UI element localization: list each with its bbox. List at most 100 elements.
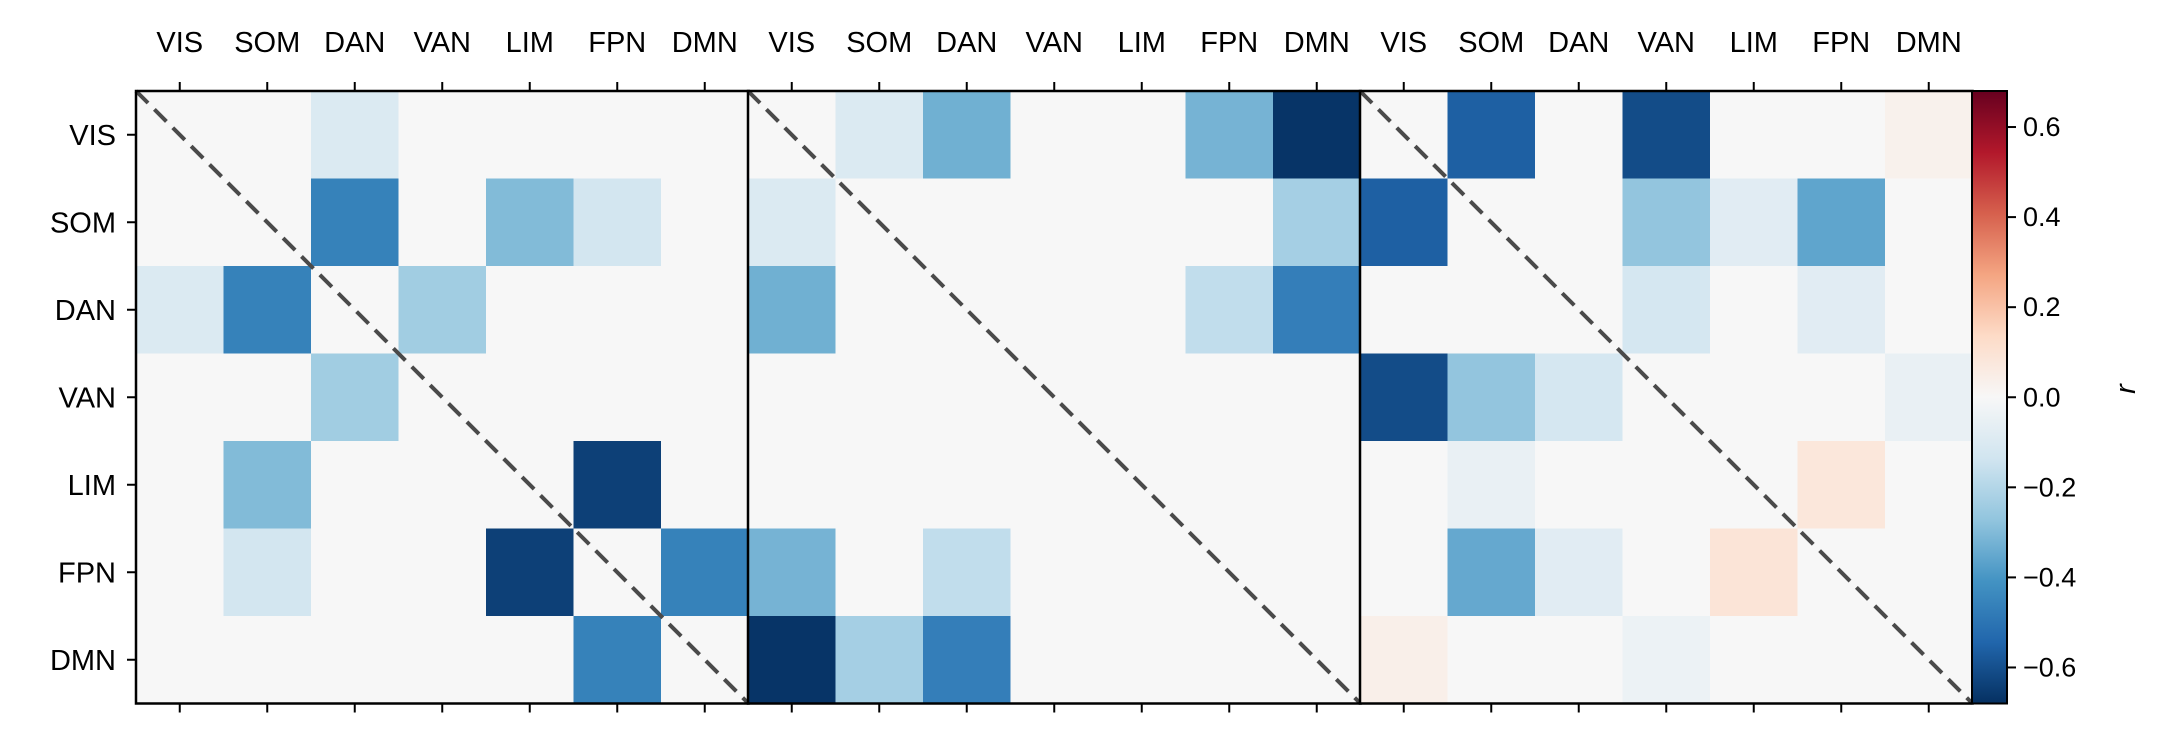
heatmap-cell (835, 616, 924, 705)
heatmap-cell (1797, 178, 1886, 267)
colorbar-tick-label: 0.0 (2023, 382, 2061, 412)
heatmap-cell (136, 178, 225, 267)
heatmap-cell (835, 353, 924, 442)
heatmap-cell (1710, 91, 1799, 180)
heatmap-cell (398, 616, 487, 705)
x-tick-label: VIS (768, 27, 815, 59)
heatmap-cell (1622, 528, 1711, 617)
heatmap-cell (1098, 91, 1187, 180)
heatmap-cell (1273, 91, 1362, 180)
heatmap-cell (1447, 528, 1536, 617)
heatmap-cell (311, 616, 400, 705)
heatmap-cell (1010, 91, 1099, 180)
colorbar-tick-label: 0.2 (2023, 292, 2061, 322)
heatmap-cell (1710, 178, 1799, 267)
heatmap-cell (923, 616, 1012, 705)
heatmap-cell (398, 178, 487, 267)
heatmap-cell (1010, 178, 1099, 267)
heatmap-cell (1447, 266, 1536, 355)
heatmap-cell (923, 91, 1012, 180)
heatmap-cell (311, 528, 400, 617)
heatmap-cell (1710, 353, 1799, 442)
heatmap-cell (1360, 266, 1449, 355)
heatmap-cell (1622, 91, 1711, 180)
heatmap-cell (1885, 441, 1974, 530)
heatmap-cell (223, 353, 312, 442)
heatmap-cell (1447, 616, 1536, 705)
heatmap-panel-3: VIS SOM DAN VAN LIM FPN DMN (1358, 27, 1974, 713)
heatmap-cell (1885, 266, 1974, 355)
heatmap-cell (748, 616, 837, 705)
heatmap-cell (1185, 441, 1274, 530)
heatmap-cell (923, 441, 1012, 530)
heatmap-cell (1273, 178, 1362, 267)
heatmap-panels: VIS SOM DAN VAN LIM FPN DMN VIS SOM DAN VAN LIM FPN D… (50, 27, 1974, 713)
heatmap-cell (398, 266, 487, 355)
y-tick-label: LIM (68, 470, 116, 502)
heatmap-cell (1885, 91, 1974, 180)
heatmap-cell (1447, 441, 1536, 530)
heatmap-cell (1010, 266, 1099, 355)
x-tick-label: LIM (506, 27, 554, 59)
heatmap-cell (1885, 353, 1974, 442)
heatmap-cell (398, 441, 487, 530)
x-tick-label: SOM (846, 27, 912, 59)
heatmap-cell (1535, 178, 1624, 267)
heatmap-cell (923, 178, 1012, 267)
heatmap-cell (573, 441, 662, 530)
heatmap-cell (136, 266, 225, 355)
heatmap-cell (1535, 616, 1624, 705)
heatmap-cell (1185, 266, 1274, 355)
x-tick-label: VAN (1026, 27, 1083, 59)
heatmap-cell (923, 353, 1012, 442)
heatmap-cell (486, 91, 575, 180)
x-tick-label: FPN (1812, 27, 1870, 59)
heatmap-cell (1797, 353, 1886, 442)
x-tick-label: VAN (1638, 27, 1695, 59)
colorbar-tick-label: 0.6 (2023, 112, 2061, 142)
x-tick-label: FPN (1200, 27, 1258, 59)
heatmap-cell (1622, 266, 1711, 355)
heatmap-cell (1885, 528, 1974, 617)
heatmap-cell (311, 441, 400, 530)
heatmap-cell (661, 353, 750, 442)
heatmap-cell (573, 616, 662, 705)
heatmap-cell (1098, 266, 1187, 355)
heatmap-cell (486, 266, 575, 355)
y-tick-label: DAN (55, 295, 116, 327)
y-tick-label: VIS (69, 120, 116, 152)
heatmap-cell (1360, 441, 1449, 530)
heatmap-cell (1360, 353, 1449, 442)
heatmap-cell (1185, 616, 1274, 705)
heatmap-cell (661, 528, 750, 617)
heatmap-cell (1185, 178, 1274, 267)
heatmap-cell (223, 528, 312, 617)
heatmap-cell (486, 528, 575, 617)
diagonal-line (1358, 89, 1974, 705)
heatmap-cell (1010, 441, 1099, 530)
y-tick-label: FPN (58, 557, 116, 589)
heatmap-cell (1185, 353, 1274, 442)
heatmap-cell (1447, 91, 1536, 180)
heatmap-cell (661, 266, 750, 355)
heatmap-cell (1098, 528, 1187, 617)
x-tick-label: DMN (1896, 27, 1962, 59)
heatmap-cell (223, 91, 312, 180)
heatmap-cell (1622, 178, 1711, 267)
heatmap-cell (1010, 528, 1099, 617)
heatmap-cell (661, 178, 750, 267)
heatmap-cell (1098, 353, 1187, 442)
colorbar-tick-label: 0.4 (2023, 202, 2061, 232)
x-tick-label: VIS (156, 27, 203, 59)
heatmap-cell (1360, 178, 1449, 267)
heatmap-cell (748, 353, 837, 442)
heatmap-cell (661, 441, 750, 530)
heatmap-cell (748, 441, 837, 530)
heatmap-cell (223, 441, 312, 530)
heatmap-cell (311, 91, 400, 180)
heatmap-cell (573, 266, 662, 355)
heatmap-cell (573, 353, 662, 442)
heatmap-cell (311, 178, 400, 267)
x-tick-label: DMN (1284, 27, 1350, 59)
heatmap-cell (1535, 353, 1624, 442)
